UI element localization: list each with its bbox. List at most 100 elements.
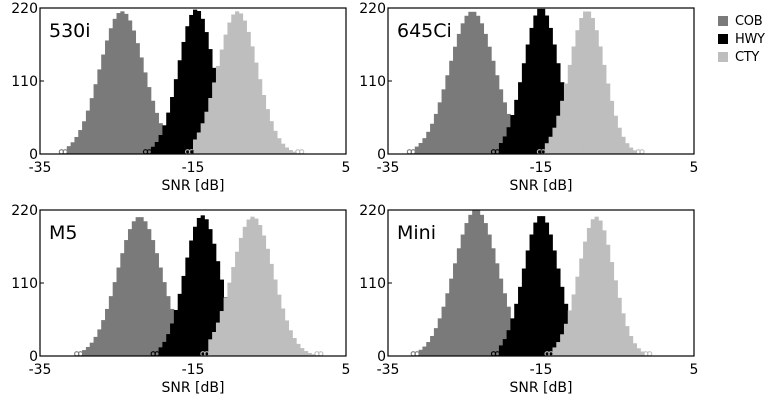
histogram-bar [567, 64, 572, 154]
histogram-bar [456, 248, 462, 356]
histogram-bar [170, 323, 175, 356]
histogram-bar [468, 214, 473, 356]
x-axis-label: SNR [dB] [162, 380, 225, 396]
histogram-bar [556, 63, 561, 154]
histogram-bar [602, 230, 607, 356]
histogram-bar [143, 221, 148, 356]
histogram-bar [552, 44, 557, 154]
x-tick-label: -15 [530, 160, 553, 176]
histogram-bar [502, 136, 507, 154]
histogram-bar [196, 10, 202, 155]
histogram-bar [85, 346, 91, 356]
histogram-bar [563, 83, 569, 154]
histogram-bar [548, 27, 553, 155]
series-cty [536, 11, 645, 155]
histogram-bar [105, 308, 110, 356]
histogram-bar [552, 347, 557, 356]
y-tick-label: 220 [11, 203, 38, 219]
histogram-bar [185, 257, 190, 356]
histogram-bar [445, 75, 450, 154]
chart-panel: 0 110 220 -35 -15 5 SNR [dB] Mini [359, 203, 698, 396]
histogram-bar [506, 127, 511, 154]
histogram-bar [479, 23, 485, 155]
y-tick-label: 110 [11, 276, 38, 292]
histogram-bar [475, 15, 481, 154]
histogram-bar [66, 146, 71, 154]
histogram-bar [280, 308, 286, 356]
legend-swatch-cob [718, 16, 728, 26]
histogram-bar [602, 64, 607, 154]
legend-item-cob: COB [718, 12, 765, 30]
histogram-bar [495, 75, 500, 154]
series-cty [184, 11, 305, 155]
histogram-bar [498, 89, 504, 154]
histogram-bar [177, 60, 182, 155]
series-cty [200, 216, 324, 357]
histogram-bar [215, 322, 221, 356]
histogram-bar [193, 226, 198, 356]
histogram-bar [422, 138, 427, 154]
histogram-bar [147, 87, 152, 154]
histogram-bar [502, 293, 507, 356]
x-tick-label: 5 [342, 160, 351, 176]
histogram-bar [533, 222, 538, 356]
histogram-bar [82, 121, 87, 154]
histogram-bar [288, 330, 293, 356]
histogram-bar [453, 46, 458, 154]
histogram-bar [579, 18, 584, 154]
legend-swatch-hwy [718, 34, 728, 44]
y-tick-label: 0 [29, 349, 38, 365]
histogram-bar [621, 313, 626, 356]
histogram-bar [269, 263, 274, 356]
x-axis-label: SNR [dB] [510, 380, 573, 396]
histogram-bar [307, 352, 312, 356]
histogram-bar [598, 46, 603, 154]
histogram-bar [154, 142, 159, 154]
histogram-bar [120, 11, 125, 154]
panel-title: Mini [397, 222, 436, 244]
histogram-bar [426, 342, 431, 356]
histogram-bar [525, 44, 530, 154]
histogram-bar [483, 223, 488, 356]
histogram-bar [609, 100, 615, 154]
histogram-bar [606, 244, 611, 356]
histogram-bar [101, 320, 106, 356]
histogram-bar [433, 328, 439, 356]
x-axis-label: SNR [dB] [162, 178, 225, 194]
chart-panel: 0 110 220 -35 -15 5 SNR [dB] 645Ci [359, 1, 698, 194]
histogram-bar [215, 261, 221, 356]
legend-item-cty: CTY [718, 48, 765, 66]
histogram-bar [227, 22, 232, 154]
histogram-bar [449, 60, 454, 154]
histogram-bar [541, 8, 546, 154]
histogram-bar [594, 216, 599, 356]
y-tick-label: 110 [11, 74, 38, 90]
histogram-bar [185, 26, 190, 154]
histogram-bar [521, 268, 527, 356]
histogram-bar [560, 334, 565, 356]
histogram-bar [127, 229, 133, 356]
histogram-bar [135, 217, 140, 356]
y-tick-label: 220 [359, 203, 386, 219]
histogram-bar [150, 146, 156, 154]
panel-title: 530i [49, 20, 91, 42]
histogram-bar [231, 267, 236, 356]
histogram-bar [212, 82, 217, 154]
histogram-bar [303, 351, 309, 356]
histogram-bar [498, 345, 504, 356]
histogram-bar [640, 351, 645, 356]
histogram-bar [445, 293, 450, 356]
histogram-bar [154, 253, 159, 356]
histogram-bar [506, 330, 511, 356]
histogram-bar [544, 143, 550, 154]
histogram-bar [166, 112, 171, 154]
histogram-bar [468, 11, 473, 154]
histogram-bar [575, 276, 580, 356]
histogram-bar [143, 72, 148, 154]
histogram-bar [606, 83, 611, 154]
histogram-bar [292, 151, 297, 154]
histogram-bar [158, 267, 163, 356]
series-cob [58, 11, 190, 155]
histogram-bar [617, 297, 622, 356]
